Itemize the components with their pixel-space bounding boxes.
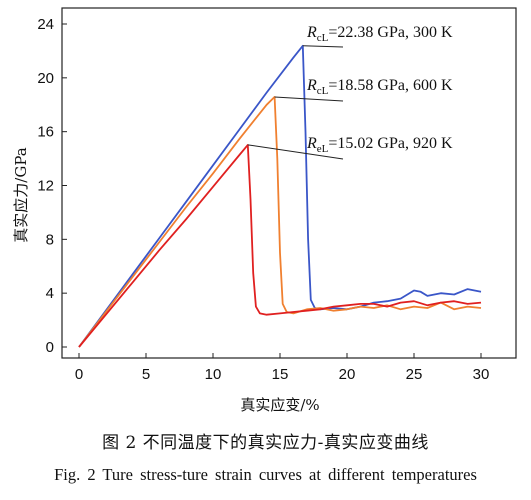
x-tick-label: 10 <box>205 366 222 383</box>
y-tick-label: 0 <box>46 339 54 356</box>
figure-caption-english: Fig. 2 Ture stress-ture strain curves at… <box>54 465 477 484</box>
plot-frame <box>61 7 517 359</box>
annotation-subscript: cL <box>317 32 329 44</box>
y-tick-label: 20 <box>37 70 54 87</box>
x-tick-label: 30 <box>473 366 490 383</box>
y-tick-label: 12 <box>37 178 54 195</box>
plot-area <box>61 7 517 359</box>
annotation-symbol: R <box>306 135 317 152</box>
annotation-label-2: RcL=18.58 GPa, 600 K <box>306 77 453 97</box>
annotation-value: =22.38 GPa, 300 K <box>328 24 453 41</box>
y-tick-label: 24 <box>37 16 54 33</box>
annotation-value: =18.58 GPa, 600 K <box>328 77 453 94</box>
y-tick-label: 4 <box>46 285 54 302</box>
x-tick-label: 5 <box>142 366 150 383</box>
x-axis-title: 真实应变/% <box>240 396 319 414</box>
x-tick-label: 15 <box>272 366 289 383</box>
annotation-leader-1 <box>302 45 344 48</box>
y-tick-label: 8 <box>46 231 54 248</box>
annotation-symbol: R <box>306 24 317 41</box>
annotation-symbol: R <box>306 77 317 94</box>
y-axis-title: 真实应力/GPa <box>12 147 30 242</box>
x-tick-label: 25 <box>406 366 423 383</box>
annotation-value: =15.02 GPa, 920 K <box>328 135 453 152</box>
annotation-subscript: cL <box>317 85 329 97</box>
y-tick-label: 16 <box>37 124 54 141</box>
annotation-label-1: RcL=22.38 GPa, 300 K <box>306 24 453 44</box>
annotation-leader-2 <box>274 96 344 102</box>
figure-caption-chinese: 图 2 不同温度下的真实应力-真实应变曲线 <box>102 433 429 453</box>
annotation-leader-3 <box>247 144 344 160</box>
annotation-label-3: ReL=15.02 GPa, 920 K <box>306 135 453 155</box>
series-layer <box>78 44 482 348</box>
x-tick-label: 0 <box>75 366 83 383</box>
series-line-3 <box>78 143 482 348</box>
annotation-subscript: eL <box>317 143 329 155</box>
tick-layer: 0 5 10 15 20 25 30 0 4 8 12 16 20 24 <box>37 16 489 383</box>
x-tick-label: 20 <box>339 366 356 383</box>
